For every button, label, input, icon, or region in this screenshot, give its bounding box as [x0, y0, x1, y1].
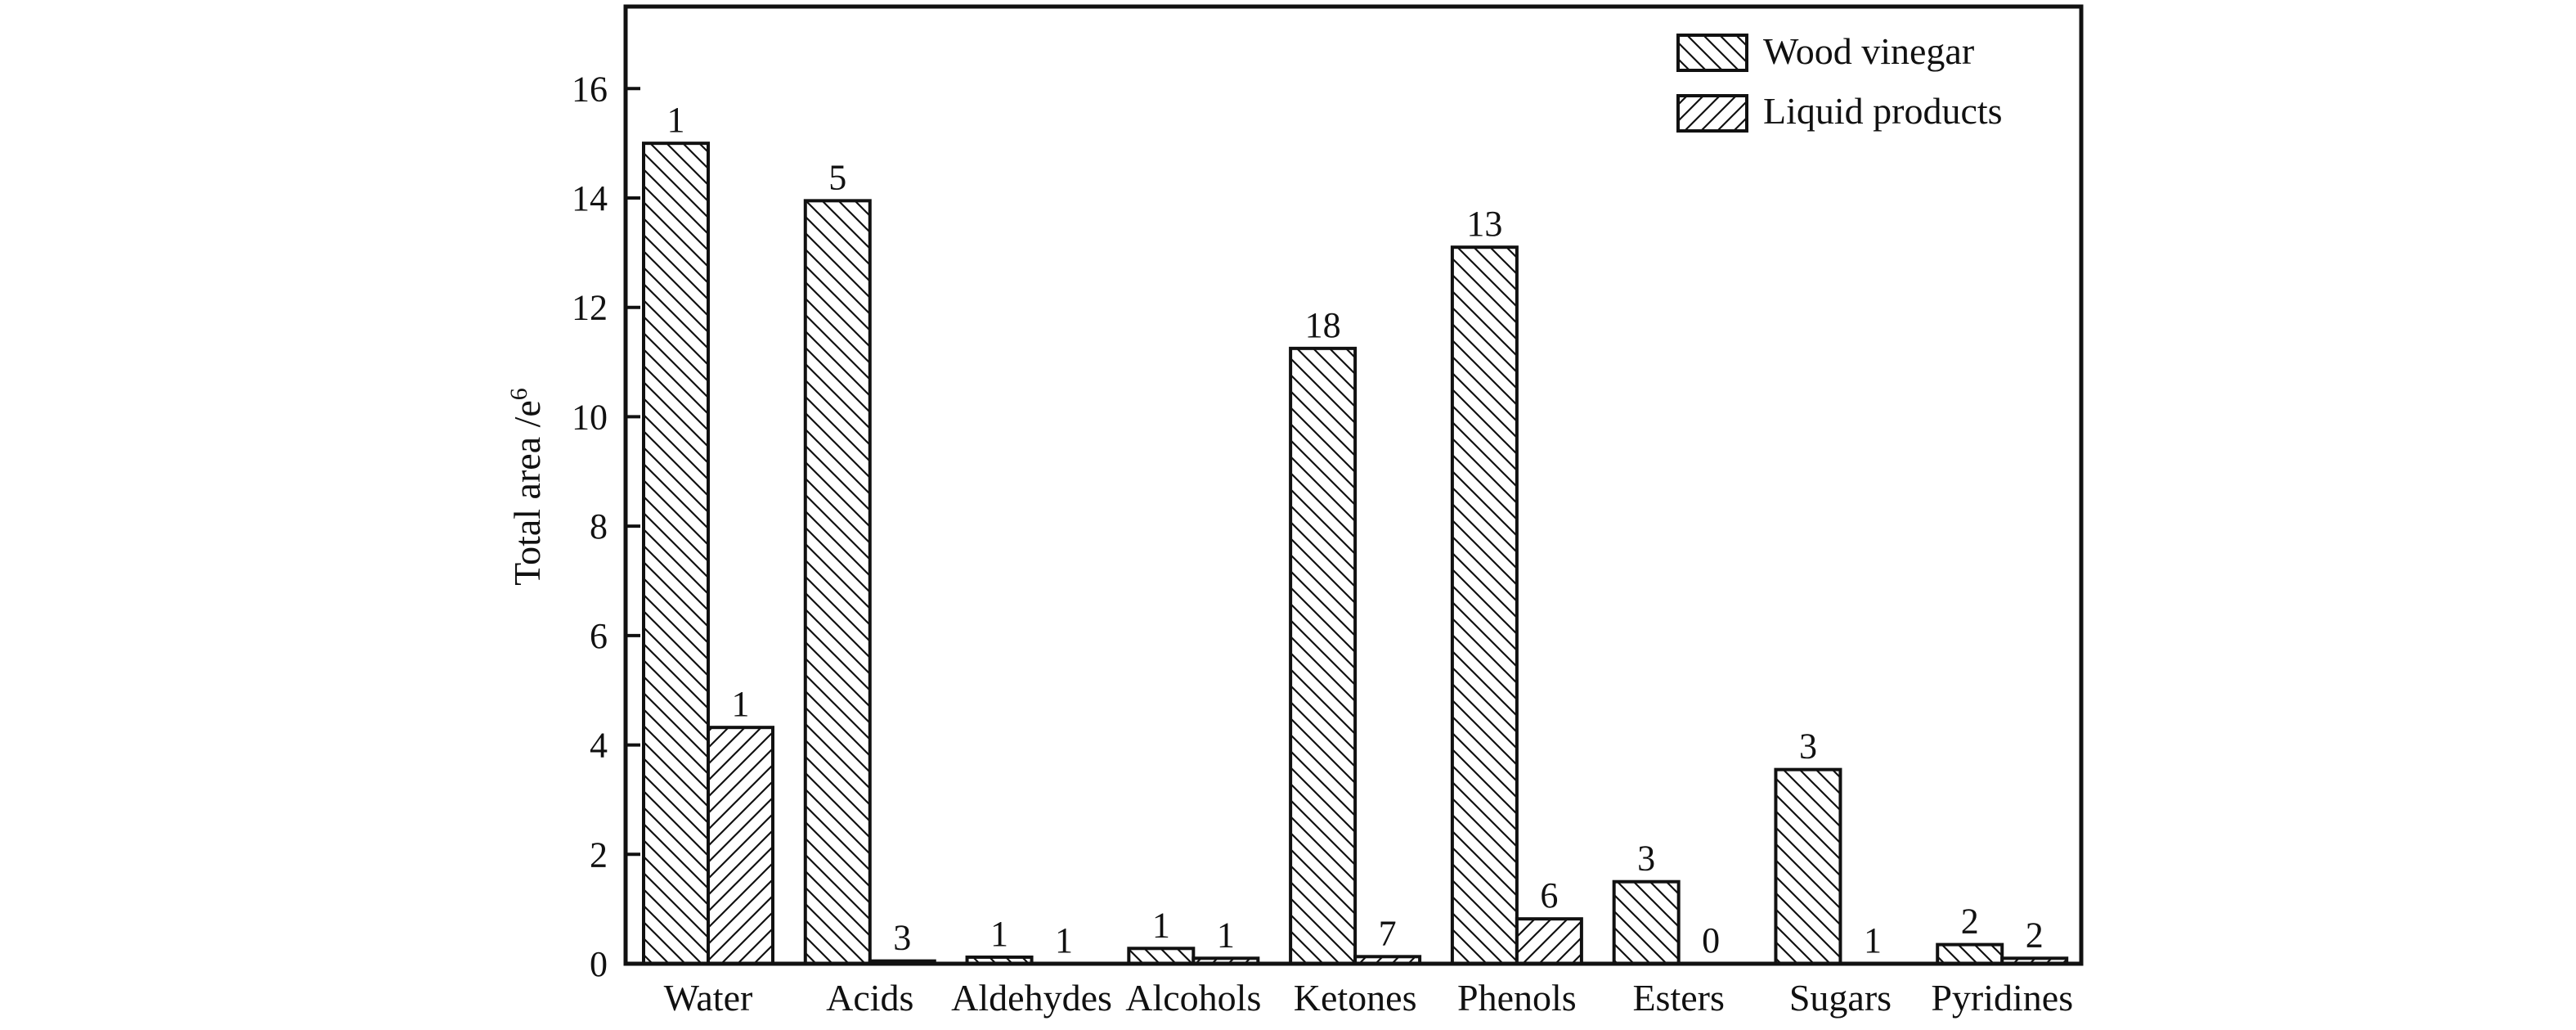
- y-tick-label: 16: [572, 69, 608, 109]
- y-tick-label: 14: [572, 178, 608, 218]
- legend: Wood vinegar Liquid products: [1676, 30, 2003, 133]
- x-axis: Water Acids Aldehydes Alcohols Ketones Phenol…: [664, 977, 2073, 1019]
- y-tick-label: 12: [572, 288, 608, 328]
- bar-wood-vinegar-acids: [803, 199, 872, 966]
- y-tick-label: 0: [590, 944, 608, 984]
- bar-liquid-products-water: [707, 726, 774, 965]
- data-label-wood-vinegar-esters: 3: [1637, 839, 1655, 879]
- bar-liquid-products-phenols: [1515, 917, 1583, 965]
- x-tick-label-water: Water: [664, 977, 753, 1019]
- legend-label-liquid-products: Liquid products: [1763, 90, 2003, 132]
- legend-swatch-liquid-products: [1676, 94, 1748, 133]
- data-label-liquid-products-aldehydes: 1: [1055, 920, 1073, 960]
- x-tick-label-acids: Acids: [826, 977, 913, 1019]
- data-label-wood-vinegar-sugars: 3: [1799, 726, 1817, 767]
- y-tick-label: 8: [590, 506, 608, 546]
- legend-label-wood-vinegar: Wood vinegar: [1763, 30, 1974, 72]
- x-tick-label-pyridines: Pyridines: [1931, 977, 2073, 1019]
- x-tick-label-esters: Esters: [1632, 977, 1724, 1019]
- svg-text:Total area /e6: Total area /e6: [505, 388, 548, 586]
- x-tick-label-sugars: Sugars: [1789, 977, 1892, 1019]
- x-tick-label-ketones: Ketones: [1294, 977, 1417, 1019]
- y-axis-title: Total area /e6: [505, 388, 548, 586]
- y-tick-label: 2: [590, 834, 608, 875]
- x-tick-label-alcohols: Alcohols: [1125, 977, 1261, 1019]
- bar-wood-vinegar-sugars: [1774, 767, 1842, 966]
- data-label-wood-vinegar-phenols: 13: [1466, 204, 1502, 244]
- data-label-liquid-products-acids: 3: [893, 918, 911, 958]
- data-label-wood-vinegar-water: 1: [667, 100, 685, 140]
- data-label-liquid-products-ketones: 7: [1379, 913, 1397, 953]
- y-axis-title-text: Total area /e: [506, 400, 548, 586]
- y-axis-title-superscript: 6: [505, 388, 532, 400]
- bar-wood-vinegar-water: [642, 142, 710, 965]
- data-labels: 1 1 5 3 1 1 1 1 18 7 13 6 3 0 3 1 2 2: [667, 100, 2044, 960]
- bar-wood-vinegar-esters: [1612, 879, 1681, 965]
- data-label-wood-vinegar-ketones: 18: [1305, 305, 1341, 345]
- bar-wood-vinegar-alcohols: [1127, 947, 1196, 966]
- y-tick-label: 6: [590, 616, 608, 656]
- y-axis: 0 2 4 6 8 10 12 14 16: [572, 69, 640, 984]
- x-tick-label-phenols: Phenols: [1457, 977, 1577, 1019]
- legend-swatch-wood-vinegar: [1676, 34, 1748, 72]
- data-label-liquid-products-alcohols: 1: [1217, 915, 1235, 955]
- data-label-liquid-products-water: 1: [732, 684, 750, 724]
- y-tick-label: 10: [572, 397, 608, 437]
- data-label-liquid-products-pyridines: 2: [2026, 915, 2044, 955]
- data-label-wood-vinegar-acids: 5: [828, 157, 846, 197]
- data-label-liquid-products-sugars: 1: [1864, 920, 1882, 960]
- data-label-liquid-products-phenols: 6: [1540, 875, 1558, 915]
- bar-wood-vinegar-ketones: [1289, 346, 1358, 966]
- data-label-wood-vinegar-aldehydes: 1: [990, 914, 1008, 954]
- plot-frame: [623, 4, 2084, 966]
- bars: [642, 142, 2069, 966]
- bar-wood-vinegar-phenols: [1450, 245, 1519, 965]
- data-label-wood-vinegar-alcohols: 1: [1152, 905, 1170, 945]
- y-tick-label: 4: [590, 726, 608, 766]
- x-tick-label-aldehydes: Aldehydes: [951, 977, 1112, 1019]
- data-label-wood-vinegar-pyridines: 2: [1961, 902, 1979, 942]
- bar-wood-vinegar-pyridines: [1936, 942, 2004, 965]
- data-label-liquid-products-esters: 0: [1702, 920, 1720, 960]
